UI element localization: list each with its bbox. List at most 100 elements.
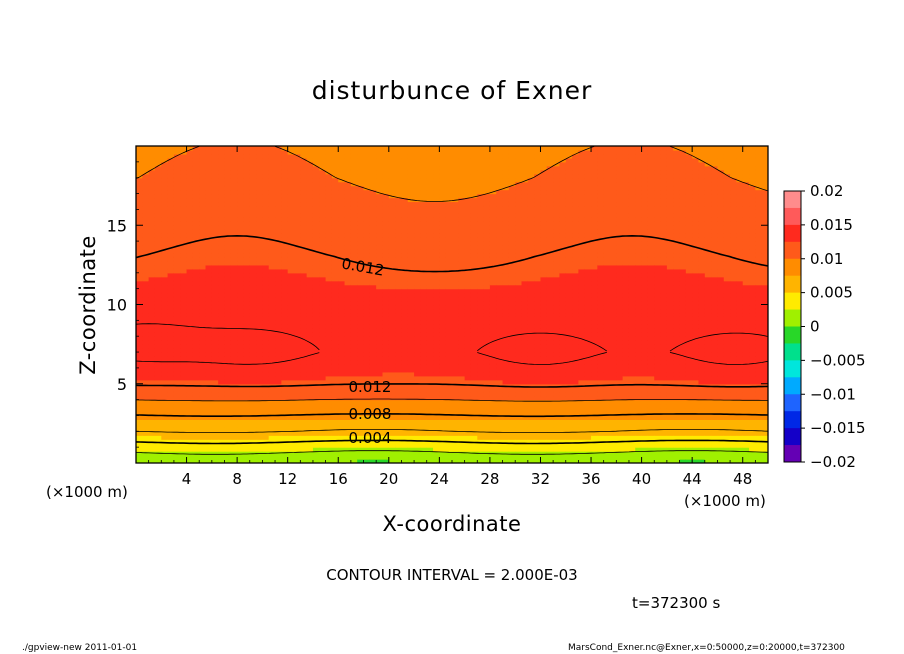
- heat-cell: [496, 415, 504, 421]
- heat-cell: [515, 252, 523, 258]
- heat-cell: [382, 379, 390, 385]
- heat-cell: [256, 249, 263, 254]
- heat-cell: [312, 161, 320, 167]
- heat-cell: [414, 217, 421, 222]
- heat-cell: [344, 280, 352, 286]
- heat-cell: [256, 205, 263, 210]
- heat-cell: [470, 340, 478, 345]
- heat-cell: [483, 316, 491, 321]
- heat-cell: [496, 217, 504, 222]
- heat-cell: [300, 403, 308, 409]
- heat-cell: [388, 252, 396, 258]
- heat-cell: [256, 260, 263, 266]
- heat-cell: [275, 332, 282, 337]
- heat-cell: [414, 300, 421, 306]
- heat-cell: [192, 344, 200, 349]
- heat-cell: [483, 205, 491, 210]
- heat-cell: [275, 435, 282, 440]
- heat-cell: [363, 352, 371, 357]
- heat-cell: [483, 308, 491, 314]
- heat-cell: [148, 356, 156, 361]
- heat-cell: [230, 391, 238, 397]
- heat-cell: [148, 201, 156, 207]
- heat-cell: [148, 177, 156, 183]
- heat-cell: [186, 233, 194, 238]
- heat-cell: [357, 213, 365, 218]
- heat-cell: [363, 233, 371, 238]
- heat-cell: [148, 387, 156, 393]
- heat-cell: [186, 161, 194, 167]
- heat-cell: [445, 443, 453, 448]
- heat-cell: [458, 324, 466, 329]
- heat-cell: [281, 415, 289, 421]
- heat-cell: [477, 173, 485, 179]
- heat-cell: [439, 387, 447, 393]
- heat-cell: [521, 356, 529, 361]
- heat-cell: [508, 451, 516, 456]
- heat-cell: [249, 256, 257, 262]
- heat-cell: [237, 280, 245, 286]
- heat-cell: [470, 260, 478, 266]
- heat-cell: [249, 336, 257, 341]
- heat-cell: [186, 367, 194, 373]
- heat-cell: [256, 217, 263, 222]
- heat-cell: [306, 256, 314, 262]
- heat-cell: [199, 407, 207, 413]
- heat-cell: [331, 229, 339, 234]
- heat-cell: [458, 221, 466, 226]
- heat-cell: [306, 201, 314, 207]
- heat-cell: [502, 387, 510, 393]
- heat-cell: [357, 459, 365, 463]
- heat-cell: [199, 367, 207, 373]
- heat-cell: [306, 459, 314, 463]
- heat-cell: [142, 292, 150, 298]
- heat-cell: [180, 344, 188, 349]
- heat-cell: [338, 399, 346, 405]
- heat-cell: [300, 201, 308, 207]
- heat-cell: [312, 165, 320, 171]
- heat-cell: [521, 245, 529, 250]
- heat-cell: [268, 324, 276, 329]
- heat-cell: [294, 288, 301, 294]
- heat-cell: [464, 193, 472, 199]
- heat-cell: [306, 320, 314, 325]
- heat-cell: [230, 447, 238, 452]
- heat-cell: [388, 161, 396, 167]
- heat-cell: [224, 395, 232, 401]
- heat-cell: [445, 161, 453, 167]
- heat-cell: [262, 189, 270, 195]
- heat-cell: [205, 146, 213, 151]
- heat-cell: [401, 344, 409, 349]
- heat-cell: [331, 336, 339, 341]
- heat-cell: [515, 451, 523, 456]
- heat-cell: [287, 256, 295, 262]
- heat-cell: [199, 324, 207, 329]
- heat-cell: [230, 165, 238, 171]
- heat-cell: [294, 201, 301, 207]
- heat-cell: [508, 268, 516, 274]
- heat-cell: [218, 217, 226, 222]
- heat-cell: [350, 185, 358, 191]
- heat-cell: [452, 264, 459, 270]
- heat-cell: [395, 146, 403, 151]
- heat-cell: [401, 169, 409, 175]
- heat-cell: [350, 241, 358, 246]
- heat-cell: [237, 367, 245, 373]
- heat-cell: [426, 407, 434, 413]
- heat-cell: [464, 296, 472, 302]
- heat-cell: [281, 419, 289, 424]
- heat-cell: [338, 292, 346, 298]
- heat-cell: [388, 284, 396, 290]
- heat-cell: [306, 312, 314, 317]
- heat-cell: [294, 252, 301, 258]
- heat-cell: [306, 245, 314, 250]
- heat-cell: [249, 149, 257, 155]
- heat-cell: [142, 399, 150, 405]
- heat-cell: [136, 387, 143, 393]
- heat-cell: [489, 153, 497, 159]
- heat-cell: [489, 149, 497, 155]
- heat-cell: [508, 213, 516, 218]
- heat-cell: [186, 221, 194, 226]
- heat-cell: [268, 340, 276, 345]
- heat-cell: [325, 359, 333, 365]
